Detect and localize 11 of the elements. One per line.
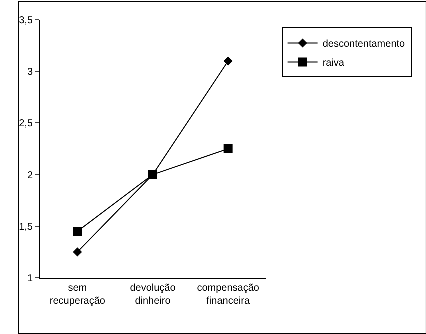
x-tick-label: devolução dinheiro — [130, 283, 176, 307]
y-tick-label: 1 — [27, 274, 34, 284]
y-tick-label: 2,5 — [19, 118, 34, 130]
y-tick-label: 1,5 — [19, 222, 34, 233]
legend-label: descontentamento — [322, 39, 406, 50]
x-tick-label: sem recuperação — [50, 283, 106, 307]
y-tick-label: 3,5 — [19, 16, 34, 26]
y-tick-label: 2 — [27, 170, 34, 182]
y-tick-label: 3 — [27, 67, 34, 78]
legend-label: raiva — [322, 58, 345, 70]
x-tick-label: compensação financeira — [197, 283, 260, 307]
